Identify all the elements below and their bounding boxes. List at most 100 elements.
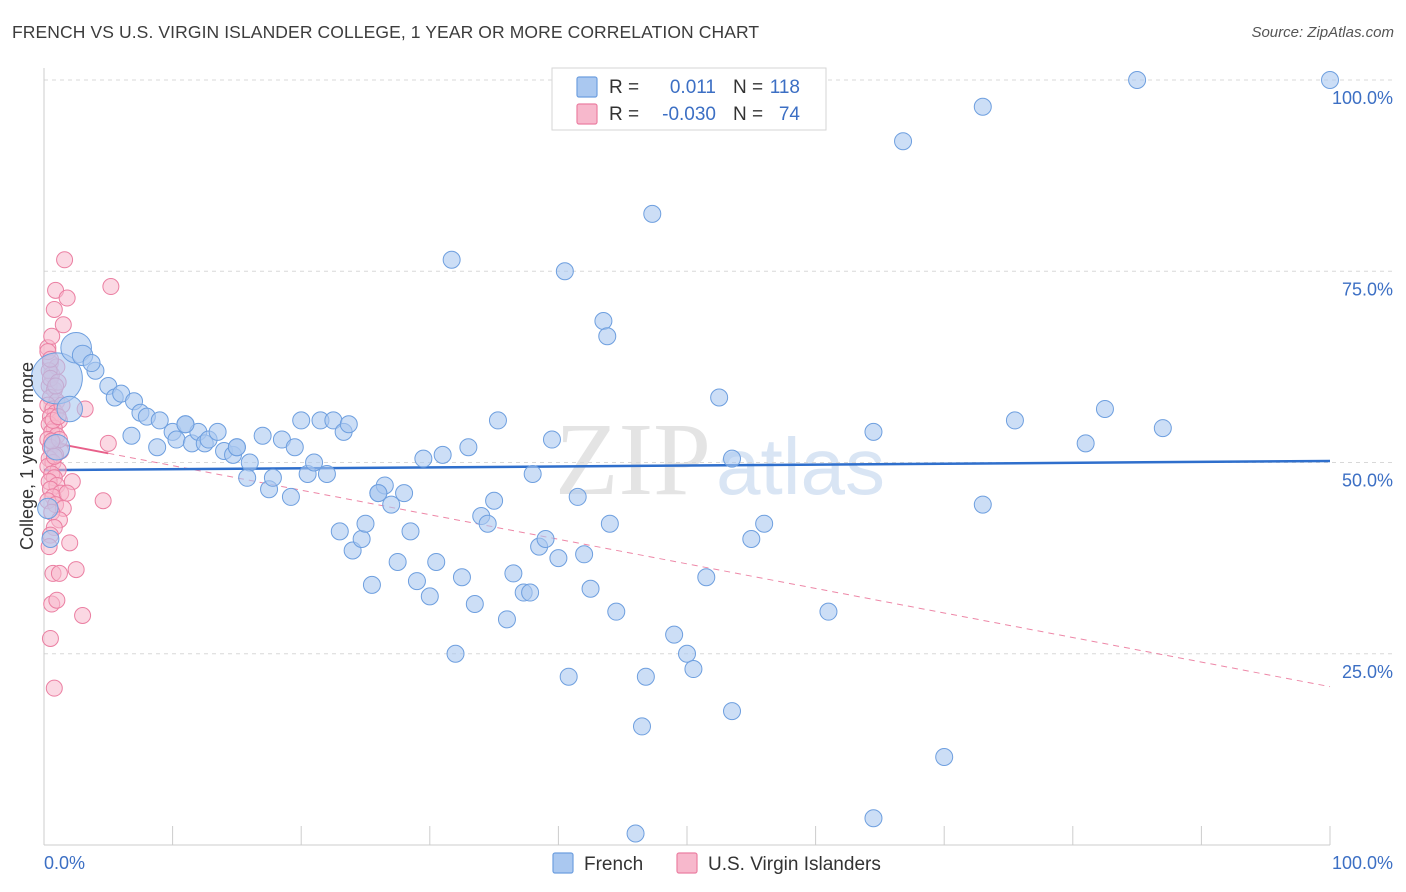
data-point-french — [339, 415, 358, 434]
data-point-french — [208, 422, 227, 441]
x-tick-label: 100.0% — [1332, 853, 1393, 873]
data-point-french — [240, 453, 259, 472]
data-point-french — [521, 583, 540, 602]
data-point-virgin-islanders — [50, 564, 68, 582]
y-axis-title: College, 1 year or more — [17, 362, 37, 550]
data-point-french — [607, 602, 626, 621]
x-tick-label: 0.0% — [44, 853, 85, 873]
data-point-french — [82, 354, 101, 373]
data-point-virgin-islanders — [48, 591, 66, 609]
data-point-french — [864, 809, 883, 828]
data-point-french — [305, 453, 324, 472]
y-tick-label: 25.0% — [1342, 662, 1393, 682]
trend-line-french — [43, 459, 1331, 472]
data-point-virgin-islanders — [61, 534, 79, 552]
data-point-french — [935, 748, 954, 767]
data-point-french — [352, 530, 371, 548]
data-point-french — [41, 530, 60, 548]
data-point-french — [542, 430, 561, 449]
data-point-french — [43, 433, 71, 461]
data-point-french — [555, 262, 574, 281]
series-virgin-islanders-points — [39, 251, 120, 697]
data-point-french — [150, 411, 169, 430]
data-point-french — [148, 438, 167, 457]
legend-n-label-french: N = — [733, 77, 763, 98]
legend-r-value-french: 0.011 — [670, 77, 716, 98]
y-tick-label: 50.0% — [1342, 471, 1393, 491]
bottom-legend-swatch-french — [552, 852, 574, 874]
trend-line-virgin-islanders-dashed — [108, 452, 1331, 688]
series-french-points — [30, 71, 1339, 843]
data-point-virgin-islanders — [58, 484, 76, 502]
legend-r-label-virgin-islanders: R = — [609, 104, 639, 125]
data-point-french — [388, 552, 407, 571]
data-point-french — [382, 495, 401, 514]
data-point-virgin-islanders — [45, 679, 63, 697]
chart-title: FRENCH VS U.S. VIRGIN ISLANDER COLLEGE, … — [12, 22, 760, 42]
data-point-french — [122, 426, 141, 445]
data-point-french — [253, 426, 272, 445]
data-point-french — [281, 487, 300, 506]
data-point-french — [1128, 71, 1147, 89]
data-point-french — [1153, 419, 1172, 438]
data-point-french — [549, 549, 568, 568]
data-point-virgin-islanders — [74, 607, 92, 624]
data-point-french — [263, 468, 282, 487]
data-point-french — [1321, 71, 1339, 89]
legend-n-value-french: 118 — [770, 77, 800, 98]
legend-n-value-virgin-islanders: 74 — [779, 104, 801, 125]
data-point-virgin-islanders — [102, 278, 120, 296]
data-point-french — [401, 522, 420, 541]
y-axis-labels: 25.0% 50.0% 75.0% 100.0% — [1332, 88, 1393, 682]
data-point-virgin-islanders — [94, 492, 112, 510]
data-point-french — [697, 568, 716, 587]
data-point-french — [678, 644, 696, 663]
data-point-french — [568, 487, 587, 506]
bottom-legend: French U.S. Virgin Islanders — [552, 852, 881, 875]
data-point-virgin-islanders — [56, 251, 74, 269]
y-tick-label: 100.0% — [1332, 88, 1393, 108]
data-point-french — [56, 395, 83, 423]
data-point-french — [356, 514, 375, 533]
legend: R = 0.011 N = 118 R = -0.030 N = 74 — [551, 67, 827, 131]
data-point-french — [1076, 434, 1095, 453]
data-point-french — [167, 430, 186, 449]
data-point-french — [330, 522, 349, 541]
data-point-french — [317, 464, 336, 483]
data-point-french — [37, 497, 59, 520]
legend-box — [551, 67, 827, 131]
data-point-french — [362, 575, 381, 594]
data-point-french — [636, 667, 655, 686]
data-point-virgin-islanders — [45, 301, 63, 318]
data-point-french — [665, 625, 684, 644]
data-point-french — [427, 552, 446, 571]
data-point-french — [581, 579, 600, 598]
bottom-legend-swatch-virgin-islanders — [676, 852, 698, 874]
data-point-french — [488, 411, 507, 430]
data-point-french — [684, 660, 703, 679]
data-point-french — [30, 352, 83, 405]
data-point-french — [536, 530, 555, 548]
data-point-french — [1005, 411, 1024, 430]
data-point-french — [285, 438, 304, 457]
data-point-french — [485, 491, 504, 510]
source-credit: Source: ZipAtlas.com — [1251, 24, 1394, 41]
data-point-french — [420, 587, 439, 606]
data-point-french — [227, 438, 246, 457]
data-point-french — [407, 572, 426, 591]
watermark-atlas: atlas — [716, 422, 885, 511]
legend-n-label-virgin-islanders: N = — [733, 104, 763, 125]
legend-swatch-french — [576, 76, 598, 98]
data-point-french — [452, 568, 471, 587]
data-point-french — [176, 415, 195, 434]
data-point-french — [894, 132, 913, 151]
data-point-french — [600, 514, 619, 533]
legend-r-label-french: R = — [609, 77, 639, 98]
grid — [44, 79, 1395, 655]
data-point-french — [1095, 399, 1114, 418]
data-point-french — [459, 438, 478, 457]
data-point-french — [864, 422, 883, 441]
data-point-french — [433, 445, 452, 464]
data-point-french — [478, 514, 497, 533]
